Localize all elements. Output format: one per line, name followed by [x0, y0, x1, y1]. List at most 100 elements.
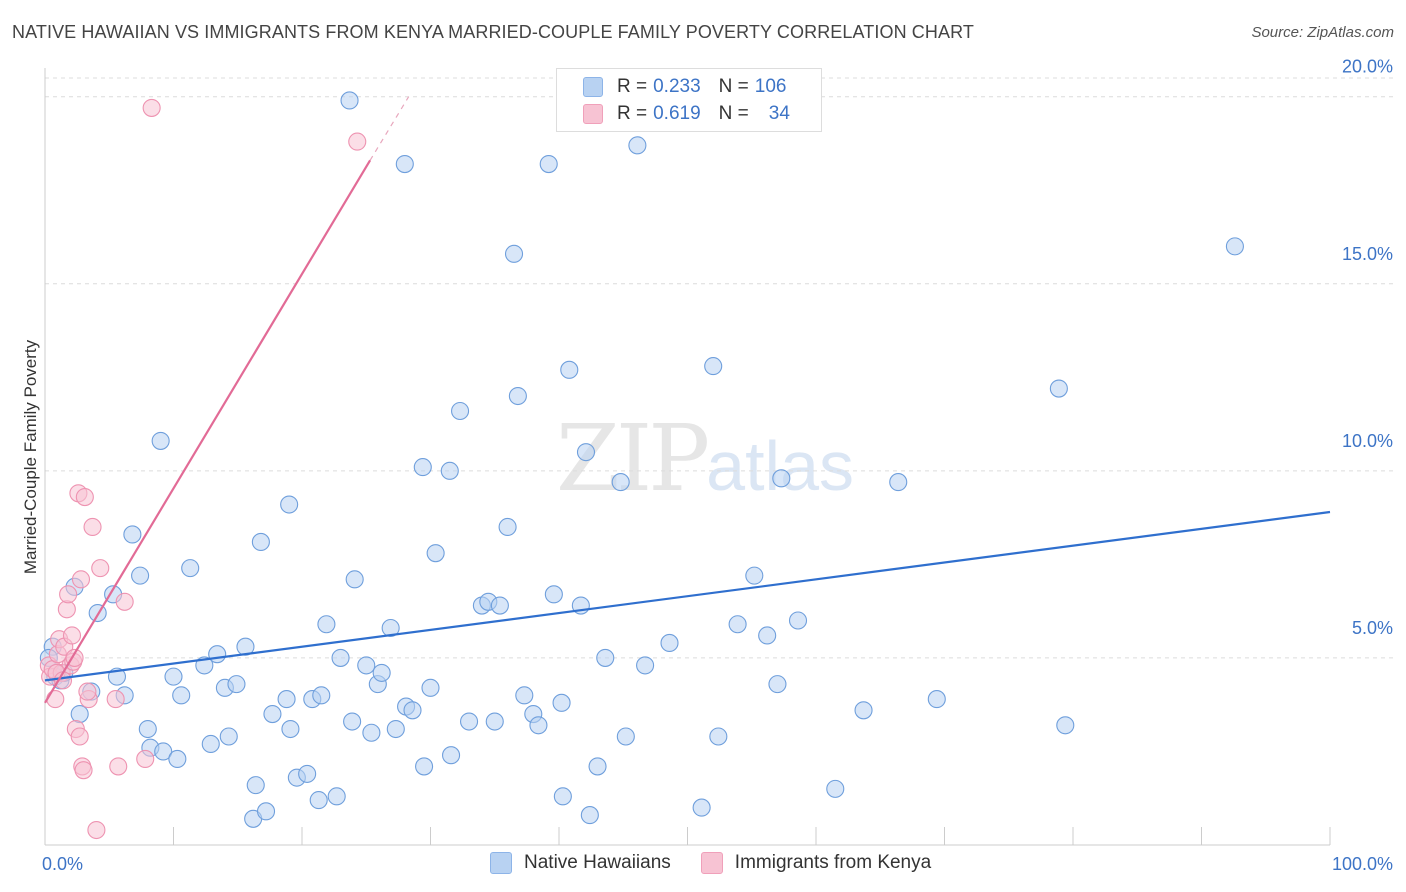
point-native-hawaiian	[611, 473, 630, 492]
point-native-hawaiian	[459, 712, 479, 731]
legend-item-native-hawaiians[interactable]: Native Hawaiians	[490, 852, 671, 874]
point-immigrant-kenya	[87, 820, 106, 840]
point-native-hawaiian	[485, 712, 504, 731]
point-native-hawaiian	[889, 473, 908, 492]
legend-swatch-pink	[583, 104, 603, 124]
point-immigrant-kenya	[75, 487, 94, 507]
point-native-hawaiian	[745, 566, 764, 585]
point-native-hawaiian	[343, 712, 362, 731]
point-native-hawaiian	[381, 618, 400, 638]
legend-n-value: 106	[754, 76, 787, 97]
trend-line-extension	[369, 96, 410, 161]
point-immigrant-kenya	[83, 517, 102, 537]
y-axis-label: Married-Couple Family Poverty	[21, 339, 40, 574]
point-native-hawaiian	[490, 596, 509, 615]
source-label: Source: ZipAtlas.com	[1251, 24, 1394, 41]
point-native-hawaiian	[515, 686, 534, 705]
point-native-hawaiian	[660, 633, 679, 653]
point-native-hawaiian	[251, 532, 270, 551]
point-native-hawaiian	[372, 663, 391, 682]
point-native-hawaiian	[826, 779, 845, 798]
point-native-hawaiian	[1225, 237, 1244, 256]
point-native-hawaiian	[616, 727, 635, 746]
point-native-hawaiian	[576, 443, 596, 462]
trend-line-immigrants-kenya	[44, 159, 372, 704]
point-native-hawaiian	[1056, 716, 1075, 735]
legend-n-label: N =	[718, 76, 749, 97]
y-tick-label: 10.0%	[1342, 431, 1393, 451]
point-native-hawaiian	[70, 704, 89, 724]
legend-r-value: 0.619	[653, 103, 701, 124]
point-native-hawaiian	[138, 719, 157, 739]
point-native-hawaiian	[386, 719, 405, 739]
point-native-hawaiian	[403, 701, 422, 720]
point-native-hawaiian	[331, 648, 350, 667]
point-native-hawaiian	[395, 155, 414, 174]
point-native-hawaiian	[263, 704, 282, 724]
point-immigrant-kenya	[62, 626, 82, 645]
point-native-hawaiian	[123, 525, 142, 544]
point-native-hawaiian	[508, 386, 527, 406]
point-native-hawaiian	[280, 495, 299, 514]
point-native-hawaiian	[1049, 379, 1068, 398]
point-immigrant-kenya	[348, 132, 367, 151]
point-native-hawaiian	[704, 357, 723, 376]
point-native-hawaiian	[628, 136, 647, 155]
point-native-hawaiian	[560, 360, 579, 379]
point-native-hawaiian	[498, 517, 517, 537]
point-immigrant-kenya	[142, 98, 161, 117]
legend-swatch-blue	[490, 852, 512, 874]
point-immigrant-kenya	[71, 570, 91, 589]
legend-row-native-hawaiians: R = 0.233 N = 106	[583, 75, 786, 99]
point-native-hawaiian	[151, 431, 170, 450]
point-native-hawaiian	[227, 675, 246, 694]
series-native-hawaiians	[39, 91, 1244, 828]
point-native-hawaiian	[317, 615, 336, 634]
point-native-hawaiian	[539, 155, 558, 174]
y-tick-label: 20.0%	[1342, 57, 1393, 77]
legend-label: Immigrants from Kenya	[734, 852, 932, 873]
point-native-hawaiian	[426, 544, 445, 563]
legend-item-immigrants-kenya[interactable]: Immigrants from Kenya	[700, 852, 932, 874]
point-immigrant-kenya	[115, 592, 134, 611]
point-immigrant-kenya	[59, 585, 78, 604]
point-native-hawaiian	[758, 626, 777, 645]
legend-box: R = 0.233 N = 106 R = 0.619 N = 34	[556, 68, 822, 132]
point-native-hawaiian	[788, 611, 808, 630]
point-native-hawaiian	[131, 566, 150, 585]
axes	[44, 68, 1331, 846]
point-native-hawaiian	[421, 678, 440, 697]
legend-r-label: R =	[617, 76, 648, 97]
point-native-hawaiian	[219, 727, 238, 746]
point-native-hawaiian	[442, 746, 461, 765]
point-native-hawaiian	[552, 693, 571, 712]
x-tick-label-min: 0.0%	[42, 854, 83, 874]
point-immigrant-kenya	[74, 761, 93, 780]
point-native-hawaiian	[256, 802, 276, 821]
x-tick-label-max: 100.0%	[1332, 854, 1393, 874]
point-immigrant-kenya	[70, 727, 89, 746]
point-native-hawaiian	[340, 91, 359, 110]
point-native-hawaiian	[451, 401, 470, 421]
point-native-hawaiian	[298, 764, 317, 783]
point-native-hawaiian	[596, 648, 615, 667]
point-immigrant-kenya	[46, 690, 65, 709]
legend-r-label: R =	[617, 103, 648, 124]
point-native-hawaiian	[440, 461, 459, 480]
point-native-hawaiian	[588, 757, 607, 776]
point-native-hawaiian	[709, 727, 728, 746]
point-native-hawaiian	[357, 656, 376, 675]
point-immigrant-kenya	[78, 682, 97, 701]
point-immigrant-kenya	[136, 749, 155, 768]
point-native-hawaiian	[504, 244, 524, 263]
point-native-hawaiian	[312, 686, 331, 705]
point-native-hawaiian	[413, 458, 432, 477]
point-native-hawaiian	[529, 716, 548, 735]
point-native-hawaiian	[181, 559, 200, 578]
legend-swatch-blue	[583, 77, 603, 97]
point-native-hawaiian	[362, 723, 381, 742]
point-native-hawaiian	[768, 675, 787, 694]
point-native-hawaiian	[553, 787, 572, 806]
point-native-hawaiian	[309, 791, 328, 810]
